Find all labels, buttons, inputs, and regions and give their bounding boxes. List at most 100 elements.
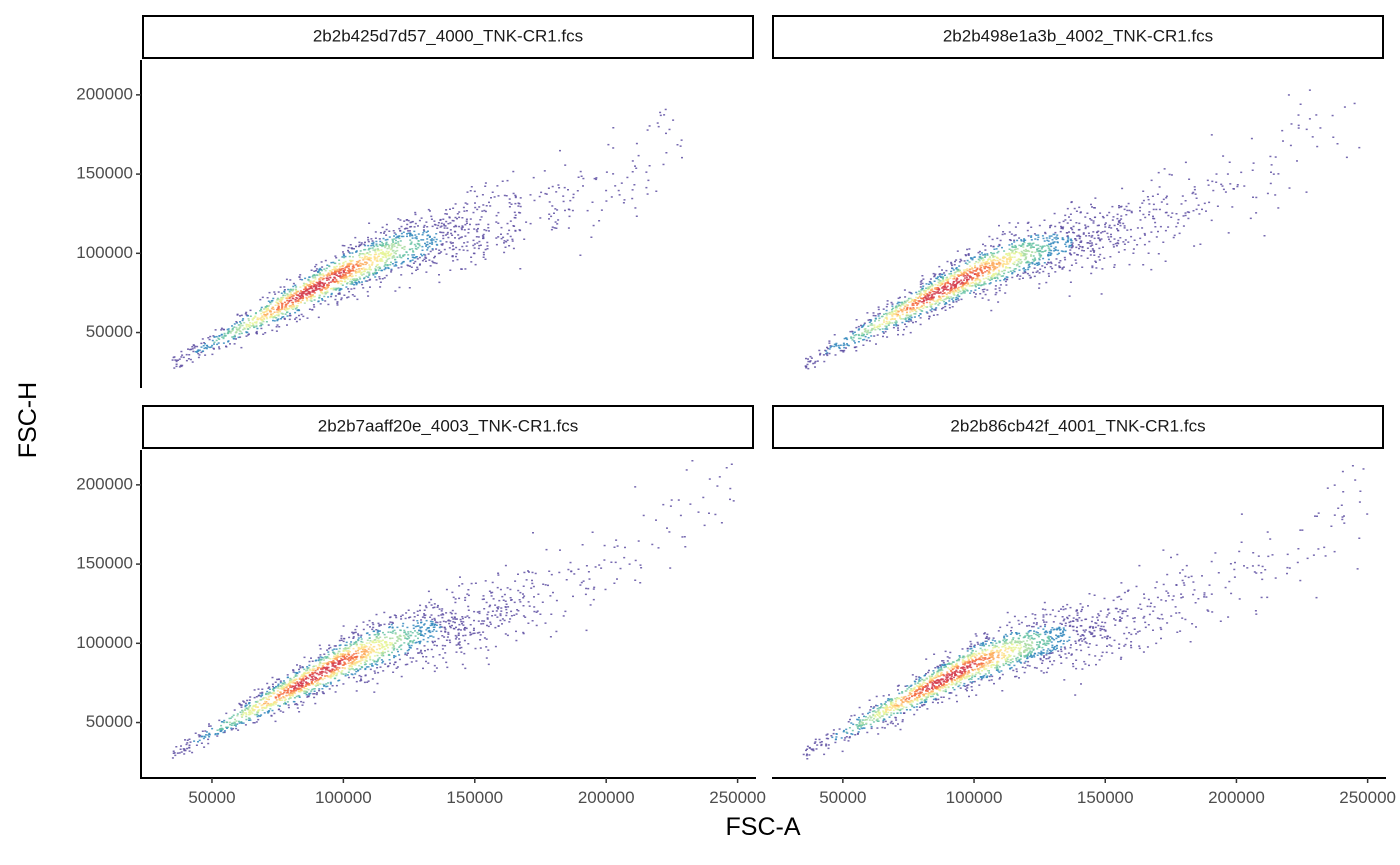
data-point — [407, 648, 410, 651]
data-point — [891, 318, 894, 320]
data-point — [422, 226, 425, 228]
data-point — [236, 328, 239, 331]
data-point — [1024, 269, 1027, 271]
data-point — [1018, 244, 1021, 247]
data-point — [978, 274, 981, 277]
data-point — [452, 260, 455, 262]
data-point — [1008, 260, 1011, 262]
data-point — [388, 244, 391, 247]
data-point — [968, 285, 971, 287]
data-point — [452, 245, 454, 247]
data-point — [388, 659, 391, 661]
data-point — [357, 245, 360, 248]
data-point — [1162, 198, 1165, 201]
data-point — [1020, 239, 1023, 241]
data-point — [307, 279, 310, 281]
data-point — [180, 350, 183, 353]
data-point — [809, 360, 812, 362]
data-point — [1115, 245, 1118, 247]
data-point — [446, 666, 449, 669]
data-point — [1090, 236, 1093, 238]
data-point — [178, 366, 181, 368]
data-point — [1027, 264, 1030, 266]
data-point — [306, 666, 309, 668]
data-point — [1030, 235, 1033, 237]
data-point — [1001, 270, 1004, 273]
data-point — [444, 225, 447, 227]
data-point — [1077, 234, 1080, 237]
data-point — [1111, 205, 1114, 208]
data-point — [348, 270, 351, 273]
data-point — [927, 283, 930, 285]
data-point — [540, 191, 543, 194]
data-point — [359, 660, 362, 662]
data-point — [286, 324, 288, 326]
data-point — [1210, 134, 1213, 136]
facet-strip-2 — [772, 15, 1384, 59]
data-point — [855, 350, 858, 352]
data-point — [320, 291, 323, 294]
data-point — [851, 330, 854, 333]
data-point — [1148, 211, 1151, 213]
data-point — [478, 612, 481, 615]
data-point — [336, 268, 339, 271]
data-point — [300, 296, 303, 299]
data-point — [911, 298, 914, 301]
data-point — [285, 303, 288, 305]
data-point — [442, 234, 445, 237]
data-point — [590, 236, 593, 238]
data-point — [259, 692, 262, 694]
data-point — [833, 343, 836, 346]
data-point — [441, 613, 444, 615]
data-point — [421, 249, 424, 251]
data-point — [955, 267, 958, 270]
data-point — [397, 218, 400, 220]
data-point — [1071, 228, 1074, 231]
data-point — [935, 300, 938, 302]
data-point — [377, 658, 380, 660]
data-point — [409, 265, 411, 267]
data-point — [828, 352, 831, 355]
data-point — [437, 224, 440, 227]
data-point — [414, 260, 417, 263]
data-point — [939, 284, 942, 287]
data-point — [895, 325, 898, 327]
data-point — [587, 571, 590, 573]
data-point — [353, 266, 356, 269]
data-point — [571, 209, 574, 212]
data-point — [404, 227, 407, 230]
data-point — [1023, 270, 1026, 272]
data-point — [313, 274, 316, 276]
data-point — [382, 256, 385, 258]
data-point — [1091, 266, 1094, 269]
data-point — [837, 344, 840, 347]
data-point — [971, 268, 974, 270]
data-point — [952, 282, 955, 285]
data-point — [310, 286, 313, 288]
data-point — [286, 294, 289, 297]
data-point — [346, 264, 349, 266]
data-point — [291, 306, 293, 308]
data-point — [445, 588, 448, 591]
data-point — [992, 277, 995, 279]
data-point — [564, 209, 566, 212]
data-point — [267, 696, 270, 698]
data-point — [930, 298, 933, 301]
data-point — [298, 318, 301, 321]
data-point — [415, 269, 418, 271]
data-point — [388, 247, 391, 249]
data-point — [390, 271, 393, 273]
data-point — [919, 313, 922, 315]
data-point — [282, 296, 285, 299]
data-point — [1029, 247, 1032, 249]
data-point — [197, 349, 200, 351]
data-point — [347, 251, 350, 253]
data-point — [320, 274, 323, 276]
data-point — [959, 290, 962, 293]
data-point — [1003, 279, 1006, 281]
data-point — [345, 655, 348, 658]
data-point — [1065, 241, 1068, 244]
data-point — [383, 253, 386, 255]
data-point — [335, 265, 338, 268]
data-point — [670, 499, 673, 501]
